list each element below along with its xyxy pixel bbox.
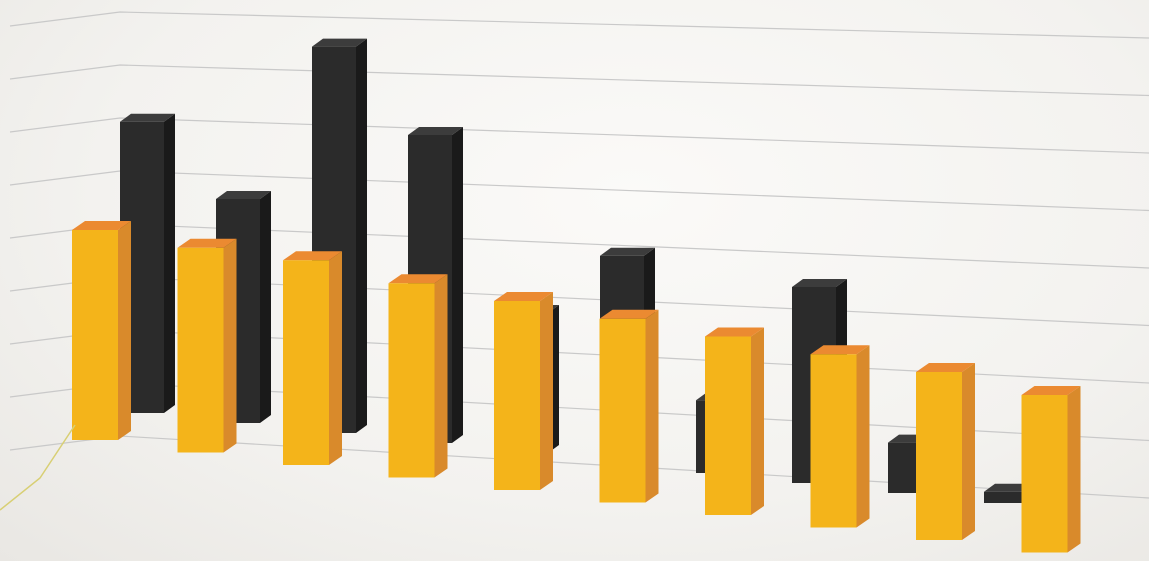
bar-front-3 [283,251,342,465]
series-back [120,38,1039,503]
bar-back-1-top [120,113,175,122]
bar-front-4 [388,274,448,478]
bar-back-4-side [452,127,463,443]
bar-back-3-side [356,38,367,433]
bar-front-6-top [599,309,659,319]
bar-back-6-top [600,247,655,256]
bar-front-2-front [177,247,224,453]
bar-front-1-top [72,221,131,230]
bar-front-7-side [751,327,764,515]
bar-back-2-top [216,191,271,199]
bar-front-4-side [434,274,448,478]
bar-back-8-top [792,279,847,287]
bar-front-7-front [705,336,751,515]
bar-front-7 [705,327,764,515]
bar-front-2-top [177,238,237,248]
bar-front-5-front [494,301,540,490]
bar-front-9-side [962,363,975,540]
bar-front-3-front [283,260,329,465]
gridline [9,170,1149,212]
floor-edge-line [0,424,76,511]
bar-front-10-side [1067,386,1081,553]
bar-back-4-top [408,127,463,135]
bar-front-6 [599,309,659,503]
bar-front-9-front [916,372,962,540]
bar-back-3-top [312,38,367,47]
bar-front-10-front [1021,395,1068,553]
series-front [72,221,1081,553]
bar-front-6-front [599,318,646,503]
bar-front-8-side [856,345,870,528]
gridline [9,64,1149,97]
bar-front-9-top [916,363,975,372]
bar-front-1 [72,221,131,440]
bar-front-8-top [810,345,870,355]
bar-front-6-side [645,309,659,503]
bar-front-10 [1021,386,1081,553]
bar-front-7-top [705,327,764,337]
gridline [9,117,1149,154]
bar-back-10-front [984,491,1028,503]
bar-front-5 [494,292,553,490]
bar-back-2-side [260,191,271,423]
bar-front-1-front [72,230,118,440]
gridline [9,11,1149,39]
bar-front-3-side [329,251,342,465]
bar-front-8 [810,345,870,528]
bar-front-4-front [388,283,435,478]
bar-front-10-top [1021,386,1081,395]
bar-front-4-top [388,274,448,284]
bar-front-9 [916,363,975,540]
bar-front-5-side [540,292,553,490]
bar-front-1-side [118,221,131,440]
bar-front-2 [177,238,237,453]
bar-front-5-top [494,292,553,301]
bar-back-1-side [164,113,175,414]
bar-front-3-top [283,251,342,261]
bar-front-2-side [223,238,237,453]
bar-front-8-front [810,354,857,528]
